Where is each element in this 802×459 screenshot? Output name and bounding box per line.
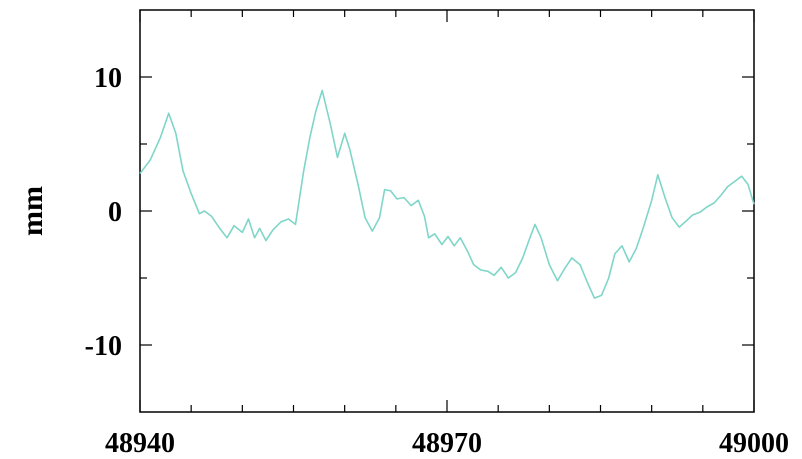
x-tick-label: 48940 [105, 428, 175, 459]
y-tick-label: 0 [108, 197, 122, 228]
x-tick-label: 49000 [719, 428, 789, 459]
x-tick-label: 48970 [412, 428, 482, 459]
plot-frame [139, 9, 755, 413]
y-tick-label: -10 [85, 331, 122, 362]
tick-labels: 48940 48970 49000 10 0 -10 [85, 63, 789, 459]
y-tick-label: 10 [94, 63, 122, 94]
axis-ticks [139, 10, 755, 412]
y-axis-title: mm [16, 186, 49, 236]
series-line [139, 89, 755, 299]
